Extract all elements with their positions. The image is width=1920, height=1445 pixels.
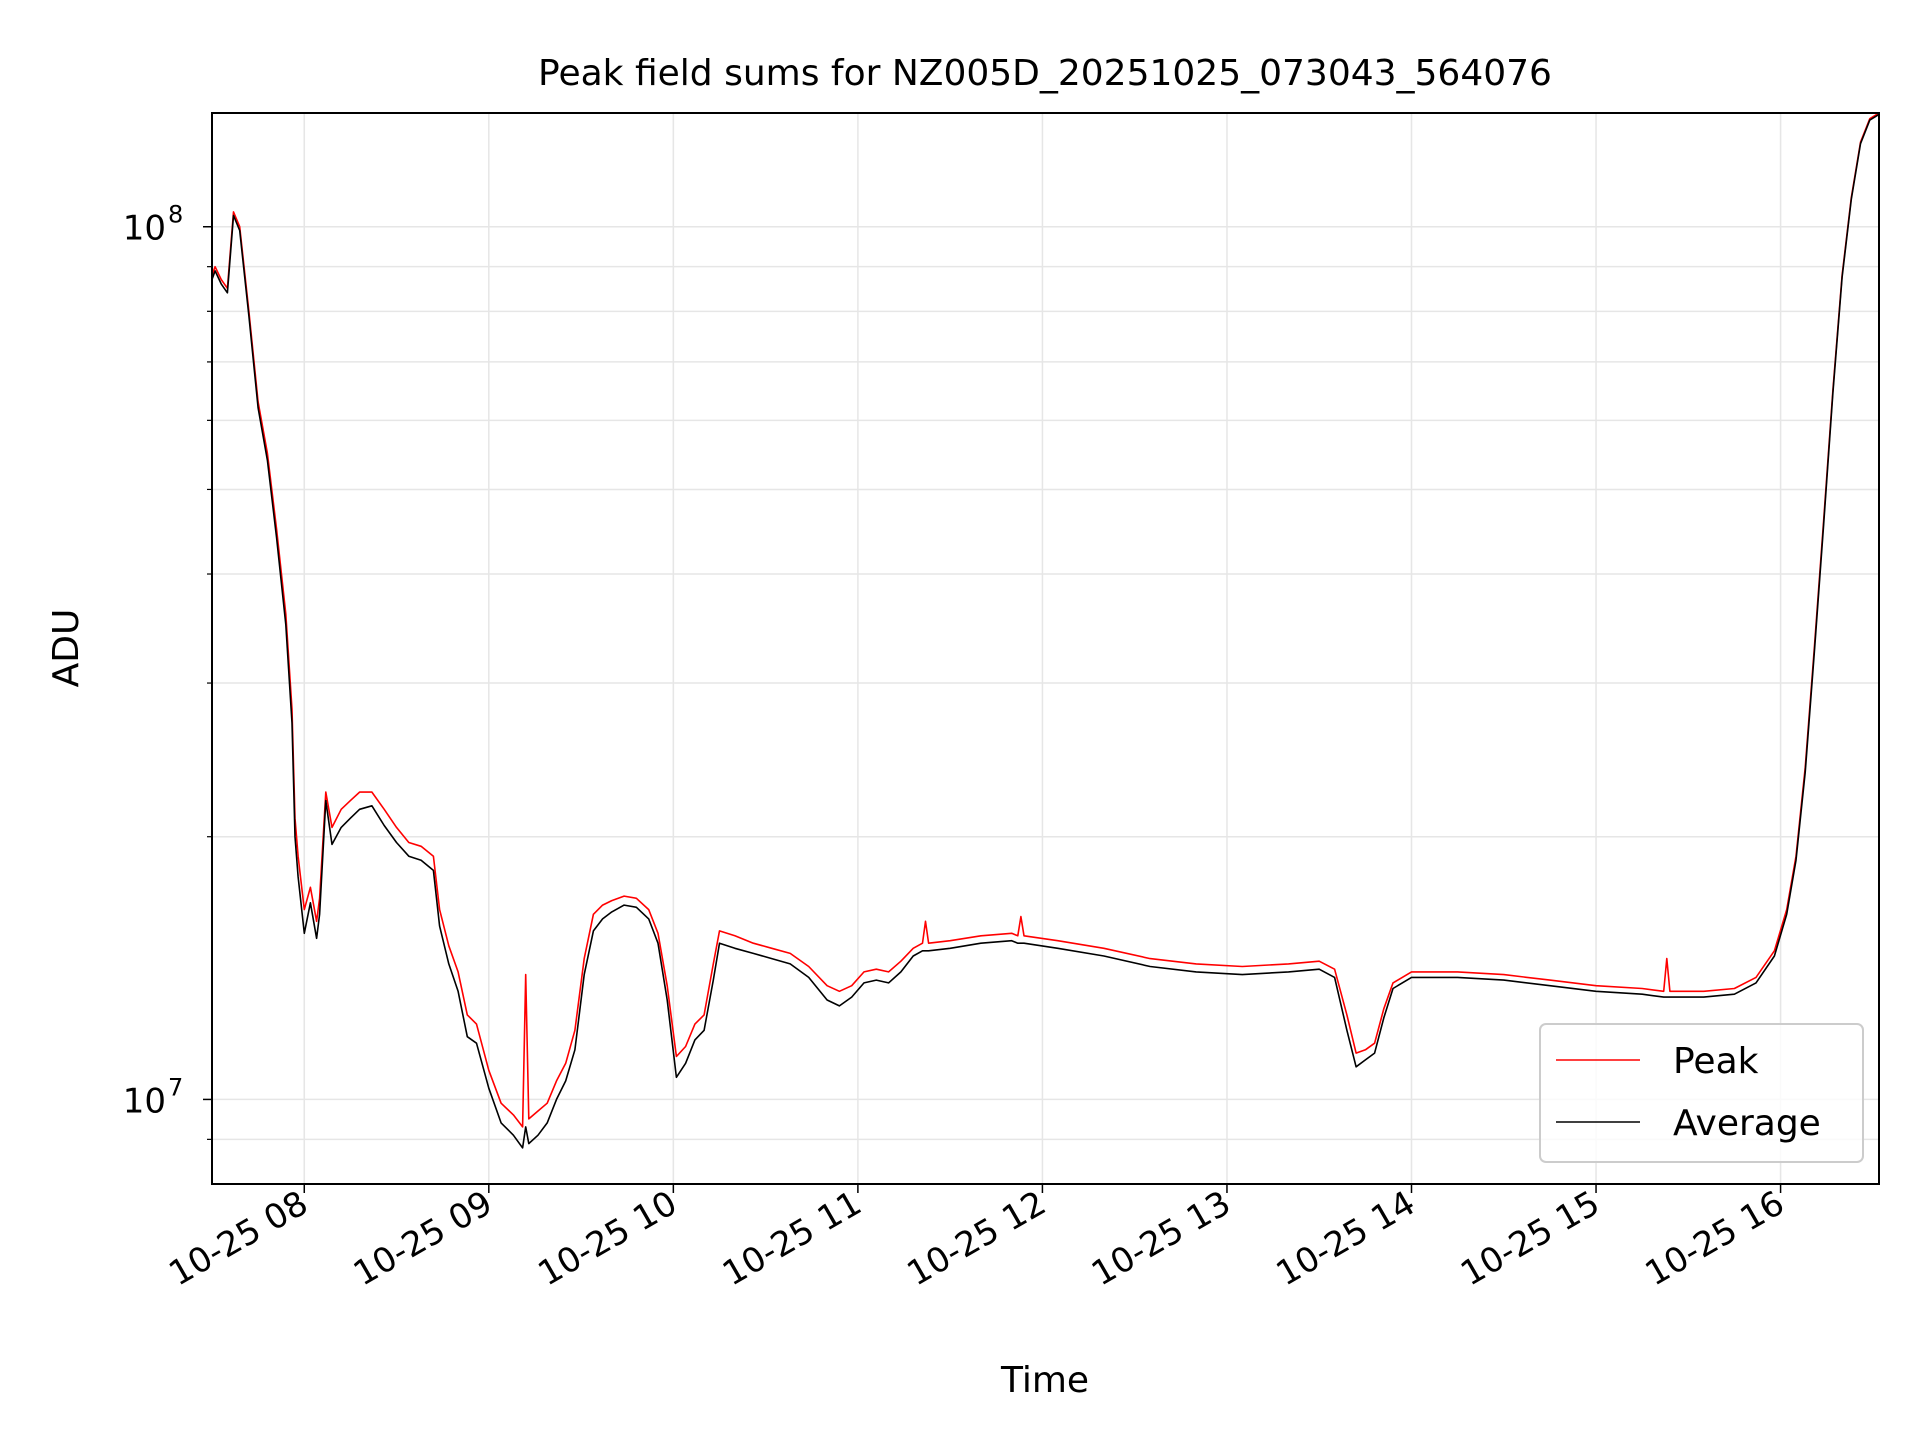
y-tick-label: 10 (123, 209, 166, 249)
y-tick-exponent: 8 (168, 201, 183, 229)
y-axis-label: ADU (46, 609, 87, 688)
y-tick-exponent: 7 (168, 1073, 183, 1101)
series-line-average (211, 113, 1880, 1149)
legend: Peak Average (1539, 1023, 1864, 1163)
y-tick-label: 10 (123, 1081, 166, 1121)
plot-frame (211, 112, 1880, 1185)
series-layer (211, 112, 1880, 1149)
legend-peak-label: Peak (1673, 1041, 1759, 1082)
legend-box (1539, 1023, 1864, 1163)
chart-title: Peak field sums for NZ005D_20251025_0730… (538, 53, 1552, 94)
x-axis-label: Time (1000, 1360, 1089, 1401)
legend-average-label: Average (1673, 1103, 1821, 1144)
series-line-peak (211, 112, 1880, 1128)
